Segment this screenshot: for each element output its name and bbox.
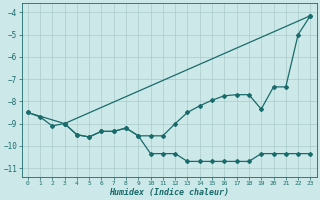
X-axis label: Humidex (Indice chaleur): Humidex (Indice chaleur) [109, 188, 229, 197]
